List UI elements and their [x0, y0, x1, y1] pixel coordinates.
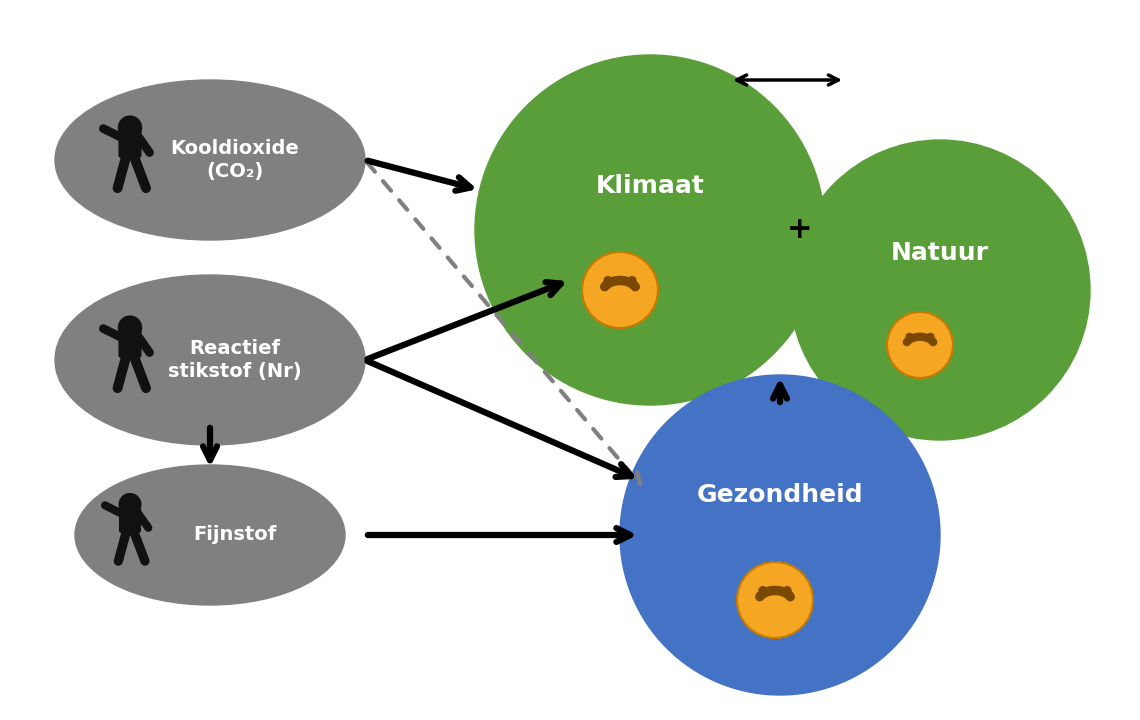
- Text: Fijnstof: Fijnstof: [194, 526, 277, 544]
- Circle shape: [628, 276, 636, 284]
- FancyBboxPatch shape: [120, 505, 140, 532]
- Ellipse shape: [55, 275, 365, 445]
- Text: +: +: [788, 215, 813, 245]
- Ellipse shape: [75, 465, 345, 605]
- Ellipse shape: [55, 80, 365, 240]
- Circle shape: [119, 116, 141, 139]
- Text: Kooldioxide
(CO₂): Kooldioxide (CO₂): [171, 140, 300, 181]
- Circle shape: [475, 55, 825, 405]
- Circle shape: [120, 494, 141, 516]
- Circle shape: [906, 333, 913, 340]
- Text: Gezondheid: Gezondheid: [697, 483, 863, 507]
- Text: Natuur: Natuur: [891, 240, 990, 264]
- Circle shape: [759, 587, 766, 594]
- Circle shape: [583, 252, 658, 328]
- FancyBboxPatch shape: [119, 328, 141, 357]
- Circle shape: [736, 562, 813, 638]
- Circle shape: [790, 140, 1090, 440]
- FancyBboxPatch shape: [119, 128, 141, 157]
- Circle shape: [887, 312, 953, 378]
- Text: Klimaat: Klimaat: [595, 174, 705, 198]
- Circle shape: [620, 375, 940, 695]
- Circle shape: [783, 587, 791, 594]
- Circle shape: [119, 316, 141, 339]
- Circle shape: [604, 276, 612, 284]
- Circle shape: [927, 333, 934, 340]
- Text: Reactief
stikstof (Nr): Reactief stikstof (Nr): [169, 340, 302, 380]
